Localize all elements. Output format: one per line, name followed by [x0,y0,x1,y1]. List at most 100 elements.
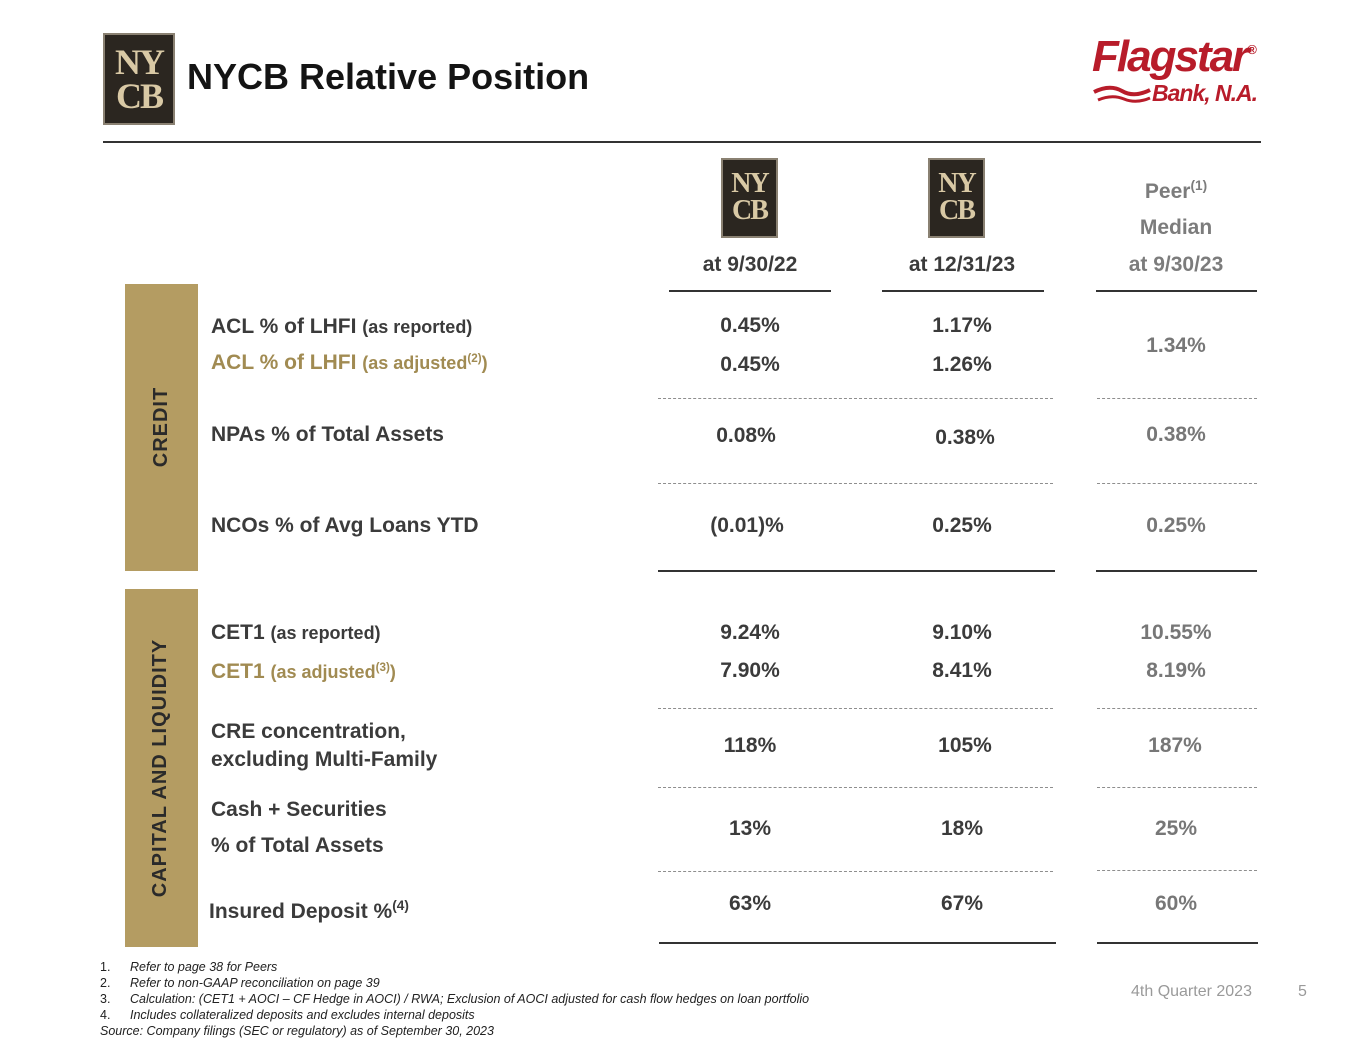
row-divider [658,483,1053,484]
cet1-reported-label-main: CET1 [211,621,265,644]
cet1-adjusted-label-sup: (3) [375,661,390,674]
column-1-logo: NYCB [721,158,778,238]
flagstar-swoosh-icon [1093,85,1151,103]
capital-section-rule [659,942,1056,944]
ncos-col1: (0.01)% [710,514,784,537]
npas-peer: 0.38% [1146,423,1206,446]
acl-peer-value: 1.34% [1146,334,1206,357]
cet1-adjusted-label-main: CET1 [211,660,265,683]
cre-label-line2: excluding Multi-Family [211,748,438,771]
acl-reported-label-sub: (as reported) [362,317,473,337]
footnote-text: Calculation: (CET1 + AOCI – CF Hedge in … [130,992,810,1006]
peer-header-text: Peer [1144,180,1191,203]
ncos-col2: 0.25% [932,514,992,537]
footnote: 3. Calculation: (CET1 + AOCI – CF Hedge i… [100,992,809,1006]
nycb-logo: NYCB [103,33,175,125]
acl-adjusted-label: ACL % of LHFI (as adjusted(2)) [211,351,488,375]
flagstar-logo-name: Flagstar [1092,32,1249,81]
cre-col1: 118% [723,734,777,757]
acl-reported-label-main: ACL % of LHFI [211,315,357,338]
column-2-logo: NYCB [928,158,985,238]
row-divider [1097,870,1257,871]
cet1-adjusted-col2: 8.41% [932,659,992,682]
footnote-number: 4. [100,1008,111,1022]
ncos-label: NCOs % of Avg Loans YTD [211,514,479,537]
column-1-header-rule [669,290,831,292]
peer-header-line3: at 9/30/23 [1128,253,1224,276]
capital-section-rule-peer [1097,942,1258,944]
insured-deposit-peer: 60% [1154,892,1198,915]
insured-deposit-label-main: Insured Deposit % [209,900,393,923]
credit-section-label: CREDIT [150,386,172,468]
page-number: 5 [1298,983,1307,1000]
npas-col2: 0.38% [935,426,995,449]
peer-header-line2: Median [1139,216,1213,239]
flagstar-logo: Flagstar® Bank, N.A. [1090,32,1265,112]
cre-label-line1: CRE concentration, [211,720,406,743]
npas-label: NPAs % of Total Assets [211,423,444,446]
row-divider [1097,708,1257,709]
cet1-reported-col2: 9.10% [932,621,992,644]
column-1-header: at 9/30/22 [702,253,798,276]
column-2-header-rule [882,290,1044,292]
cet1-reported-col1: 9.24% [720,621,780,644]
footnote-number: 1. [100,960,111,974]
cre-col2: 105% [938,734,992,757]
footnote: 1. Refer to page 38 for Peers [100,960,277,974]
footer-quarter: 4th Quarter 2023 [1131,983,1252,1000]
footnote-number: 3. [100,992,111,1006]
row-divider [658,871,1053,872]
peer-header-rule [1096,290,1257,292]
source-note: Source: Company filings (SEC or regulato… [100,1024,494,1038]
cet1-reported-peer: 10.55% [1140,621,1212,644]
row-divider [658,708,1053,709]
column-1-logo-monogram: NYCB [731,168,769,226]
acl-adjusted-label-sub: (as adjusted [362,353,468,373]
acl-reported-col2: 1.17% [932,314,992,337]
footnote-text: Refer to page 38 for Peers [130,960,278,974]
cet1-adjusted-label: CET1 (as adjusted(3)) [211,660,396,684]
ncos-peer: 0.25% [1146,514,1206,537]
cash-col1: 13% [728,817,772,840]
acl-adjusted-col2: 1.26% [932,353,992,376]
credit-section-rule-peer [1096,570,1257,572]
header-rule [103,141,1261,143]
acl-adjusted-label-sup: (2) [467,352,482,365]
footnote: 2. Refer to non-GAAP reconciliation on pa… [100,976,380,990]
cet1-adjusted-label-sub: (as adjusted [270,662,376,682]
cre-peer: 187% [1148,734,1202,757]
footnote: 4. Includes collateralized deposits and e… [100,1008,475,1022]
credit-section-rule [658,570,1055,572]
cet1-reported-label: CET1 (as reported) [211,621,381,645]
capital-section-label: CAPITAL AND LIQUIDITY [149,638,171,898]
cet1-adjusted-label-close: ) [389,662,396,682]
credit-section-band [125,284,198,571]
cet1-adjusted-peer: 8.19% [1146,659,1206,682]
acl-adjusted-label-close: ) [481,353,488,373]
cet1-adjusted-col1: 7.90% [720,659,780,682]
insured-deposit-label: Insured Deposit %(4) [209,898,409,924]
npas-col1: 0.08% [716,424,776,447]
acl-adjusted-label-main: ACL % of LHFI [211,351,357,374]
acl-adjusted-col1: 0.45% [720,353,780,376]
insured-deposit-col1: 63% [728,892,772,915]
cash-peer: 25% [1154,817,1198,840]
flagstar-logo-reg: ® [1247,42,1256,57]
insured-deposit-col2: 67% [940,892,984,915]
footnote-number: 2. [100,976,111,990]
cash-label-line1: Cash + Securities [211,798,387,821]
column-2-logo-monogram: NYCB [938,168,976,226]
row-divider [1097,398,1257,399]
peer-header-line1: Peer(1) [1096,178,1256,204]
capital-section-band [125,589,198,947]
insured-deposit-label-sup: (4) [392,898,409,913]
acl-reported-label: ACL % of LHFI (as reported) [211,315,472,339]
footnote-text: Refer to non-GAAP reconciliation on page… [130,976,380,990]
acl-reported-col1: 0.45% [720,314,780,337]
cet1-reported-label-sub: (as reported) [270,623,381,643]
flagstar-logo-sub: Bank, N.A. [1152,80,1258,106]
footnote-text: Includes collateralized deposits and exc… [130,1008,475,1022]
row-divider [658,787,1053,788]
nycb-logo-monogram: NYCB [115,41,165,116]
row-divider [1097,787,1257,788]
